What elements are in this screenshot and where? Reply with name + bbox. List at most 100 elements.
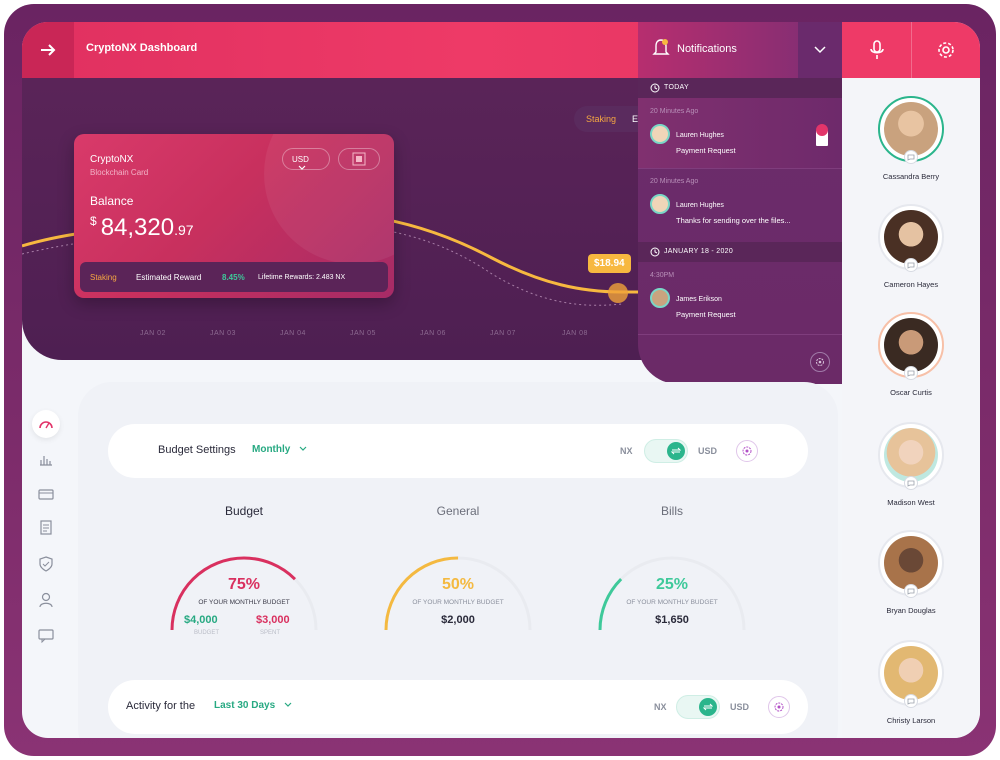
chat-icon: [38, 629, 54, 643]
notif-text: Payment Request: [676, 146, 736, 155]
currency-value: USD: [292, 155, 309, 164]
gear-icon: [742, 446, 752, 456]
card-decoration: [264, 134, 394, 264]
notifications-toggle[interactable]: [798, 22, 842, 78]
contact-item[interactable]: Oscar Curtis: [842, 312, 980, 416]
nav-messages[interactable]: [32, 622, 60, 650]
contact-item[interactable]: Cassandra Berry: [842, 96, 980, 200]
budget-settings-button[interactable]: [736, 440, 758, 462]
nav-cards[interactable]: [32, 480, 60, 508]
currency-symbol: $: [90, 214, 97, 228]
gauge-budget-label: BUDGET: [194, 630, 220, 636]
blockchain-card[interactable]: CryptoNX Blockchain Card USD Balance $84…: [74, 134, 394, 298]
nav-documents[interactable]: [32, 514, 60, 542]
notif-name: Lauren Hughes: [676, 202, 724, 209]
chat-bubble-icon[interactable]: [904, 366, 918, 380]
notification-item[interactable]: 20 Minutes Ago Lauren Hughes Thanks for …: [638, 168, 842, 238]
contact-name: Cassandra Berry: [882, 172, 940, 181]
notif-time: 20 Minutes Ago: [650, 108, 699, 115]
footer-lifetime: Lifetime Rewards: 2.483 NX: [258, 274, 346, 281]
activity-settings-button[interactable]: [768, 696, 790, 718]
qr-icon: [352, 152, 366, 166]
arrow-right-icon: [41, 44, 56, 56]
tab-other[interactable]: Es: [632, 114, 643, 124]
gauge-caption: OF YOUR MONTHLY BUDGET: [626, 599, 718, 606]
contact-name: Christy Larson: [886, 716, 936, 725]
gauge-icon: [39, 421, 53, 429]
notif-group-header: TODAY: [638, 78, 842, 98]
chevron-down-icon: [814, 46, 826, 54]
notif-text: Thanks for sending over the files...: [676, 216, 791, 225]
nav-profile[interactable]: [32, 586, 60, 614]
gauge-arc: [598, 556, 746, 631]
gauge-caption: OF YOUR MONTHLY BUDGET: [198, 599, 290, 606]
tab-staking[interactable]: Staking: [586, 114, 617, 124]
avatar: [884, 210, 938, 264]
contact-name: Cameron Hayes: [883, 280, 939, 289]
price-point: [608, 283, 628, 303]
back-button[interactable]: [22, 22, 74, 78]
gauge-amount: $2,000: [441, 614, 475, 626]
activity-currency-toggle[interactable]: [676, 695, 720, 719]
chat-bubble-icon[interactable]: [904, 694, 918, 708]
avatar: [884, 102, 938, 156]
footer-estimated-value: 8.45%: [222, 273, 245, 282]
notification-item[interactable]: 4:30PM James Erikson Payment Request: [638, 262, 842, 332]
header-actions: [842, 22, 980, 78]
contact-item[interactable]: Cameron Hayes: [842, 204, 980, 308]
activity-period-value: Last 30 Days: [214, 700, 276, 711]
swap-icon: [703, 703, 713, 711]
budget-settings-bar: Budget Settings Monthly NX USD: [108, 424, 808, 478]
chat-bubble-icon[interactable]: [904, 150, 918, 164]
nav-security[interactable]: [32, 550, 60, 578]
contact-item[interactable]: Bryan Douglas: [842, 530, 980, 634]
contact-item[interactable]: Christy Larson: [842, 640, 980, 738]
settings-button[interactable]: [912, 22, 980, 78]
nav-analytics[interactable]: [32, 446, 60, 474]
document-icon: [40, 520, 52, 535]
contact-item[interactable]: Madison West: [842, 422, 980, 526]
chat-bubble-icon[interactable]: [904, 476, 918, 490]
bell-icon: [652, 39, 670, 55]
period-select[interactable]: Monthly: [252, 444, 307, 455]
gauge-amount: $1,650: [655, 614, 689, 626]
gauge-title: Budget: [224, 504, 264, 518]
app-screen: Staking Es $18.94 JAN 02 JAN 03 JAN 04 J…: [22, 22, 980, 738]
user-icon: [39, 592, 53, 608]
avatar: [650, 194, 670, 214]
chat-bubble-icon[interactable]: [904, 584, 918, 598]
avatar: [884, 428, 938, 482]
balance-dec: .97: [174, 222, 194, 238]
avatar: [650, 288, 670, 308]
activity-period-select[interactable]: Last 30 Days: [214, 700, 292, 711]
gauge-arc: [170, 556, 318, 631]
currency-toggle[interactable]: [644, 439, 688, 463]
currency-select[interactable]: USD: [282, 148, 330, 170]
card-name: CryptoNX: [90, 154, 134, 165]
x-label: JAN 06: [420, 330, 446, 337]
notifications-header[interactable]: Notifications: [638, 22, 842, 78]
qr-button[interactable]: [338, 148, 380, 170]
x-label: JAN 03: [210, 330, 236, 337]
activity-label: Activity for the: [126, 700, 196, 712]
mic-button[interactable]: [842, 22, 912, 78]
x-label: JAN 08: [562, 330, 588, 337]
gauge-spent-label: SPENT: [260, 630, 281, 636]
gauge-title: General: [436, 504, 480, 518]
notif-text: Payment Request: [676, 310, 736, 319]
notif-time: 20 Minutes Ago: [650, 178, 699, 185]
microphone-icon: [869, 40, 884, 59]
avatar: [884, 536, 938, 590]
toggle-right-label: USD: [698, 446, 718, 456]
notif-group-label: TODAY: [664, 84, 689, 91]
gauge-spent-amount: $3,000: [256, 614, 290, 626]
contacts-sidebar: Cassandra Berry Cameron Hayes Oscar Curt…: [842, 78, 980, 738]
gauge-percent: 75%: [227, 576, 261, 593]
chat-bubble-icon[interactable]: [904, 258, 918, 272]
nav-dashboard[interactable]: [32, 410, 60, 438]
notif-settings-button[interactable]: [810, 352, 830, 372]
contact-name: Oscar Curtis: [890, 388, 932, 397]
notification-item[interactable]: 20 Minutes Ago Lauren Hughes Payment Req…: [638, 98, 842, 168]
balance-int: 84,320: [100, 214, 175, 241]
notif-name: James Erikson: [676, 296, 722, 303]
